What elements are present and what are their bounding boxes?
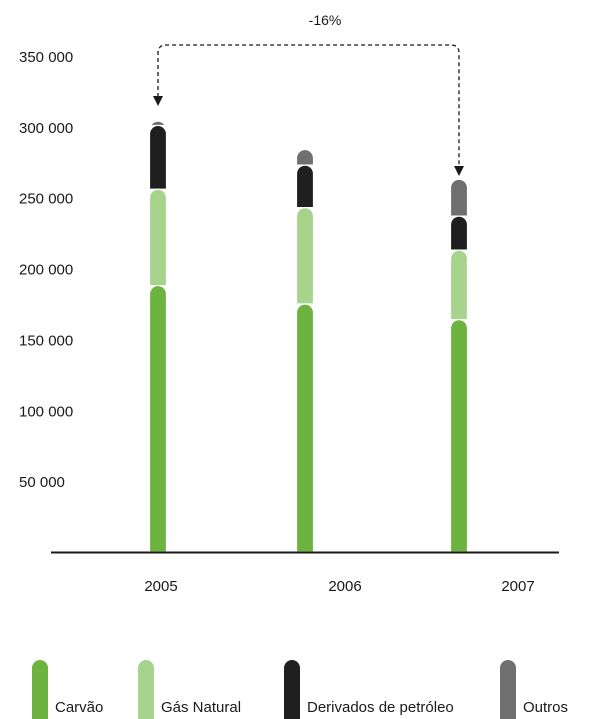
- legend-label: Outros: [523, 699, 568, 716]
- x-tick-label: 2007: [501, 578, 534, 595]
- y-tick-label: 200 000: [19, 262, 73, 279]
- bar-segment-outros-2005: [148, 120, 168, 130]
- legend-swatch-derivados-de-petr-leo: [284, 660, 300, 719]
- bar-segment-derivados-de-petr-leo-2006: [295, 164, 315, 209]
- annotation-arrow-left: [153, 96, 163, 106]
- legend: Carvão Gás Natural Derivados de petróleo Ou…: [32, 660, 568, 719]
- bar-segment-carv-o-2005: [148, 285, 168, 553]
- y-tick-label: 50 000: [19, 474, 65, 491]
- legend-label: Derivados de petróleo: [307, 699, 454, 716]
- y-tick-label: 300 000: [19, 120, 73, 137]
- bar-segment-carv-o-2007: [449, 319, 469, 553]
- bar-segment-g-s-natural-2006: [295, 207, 315, 305]
- y-tick-label: 350 000: [19, 49, 73, 66]
- annotation-bracket: [157, 44, 460, 167]
- x-tick-label: 2006: [328, 578, 361, 595]
- y-tick-label: 150 000: [19, 332, 73, 349]
- x-axis-ticks: 2005 2006 2007: [144, 578, 534, 595]
- bar-segment-carv-o-2006: [295, 303, 315, 553]
- y-axis-ticks: 50 000 100 000 150 000 200 000 250 000 300 00…: [19, 49, 73, 491]
- bar-stacks: [148, 120, 469, 553]
- annotation-arrow-right: [454, 166, 464, 176]
- annotation-label: -16%: [309, 12, 342, 28]
- bar-segment-g-s-natural-2007: [449, 249, 469, 321]
- y-tick-label: 100 000: [19, 403, 73, 420]
- bar-segment-outros-2007: [449, 178, 469, 217]
- legend-swatch-carv-o: [32, 660, 48, 719]
- y-tick-label: 250 000: [19, 191, 73, 208]
- bar-segment-outros-2006: [295, 149, 315, 166]
- legend-swatch-outros: [500, 660, 516, 719]
- bar-segment-derivados-de-petr-leo-2005: [148, 124, 168, 190]
- legend-swatch-g-s-natural: [138, 660, 154, 719]
- legend-label: Carvão: [55, 699, 103, 716]
- x-tick-label: 2005: [144, 578, 177, 595]
- bar-segment-g-s-natural-2005: [148, 188, 168, 287]
- bar-segment-derivados-de-petr-leo-2007: [449, 215, 469, 251]
- change-annotation: -16%: [153, 12, 464, 176]
- legend-label: Gás Natural: [161, 699, 241, 716]
